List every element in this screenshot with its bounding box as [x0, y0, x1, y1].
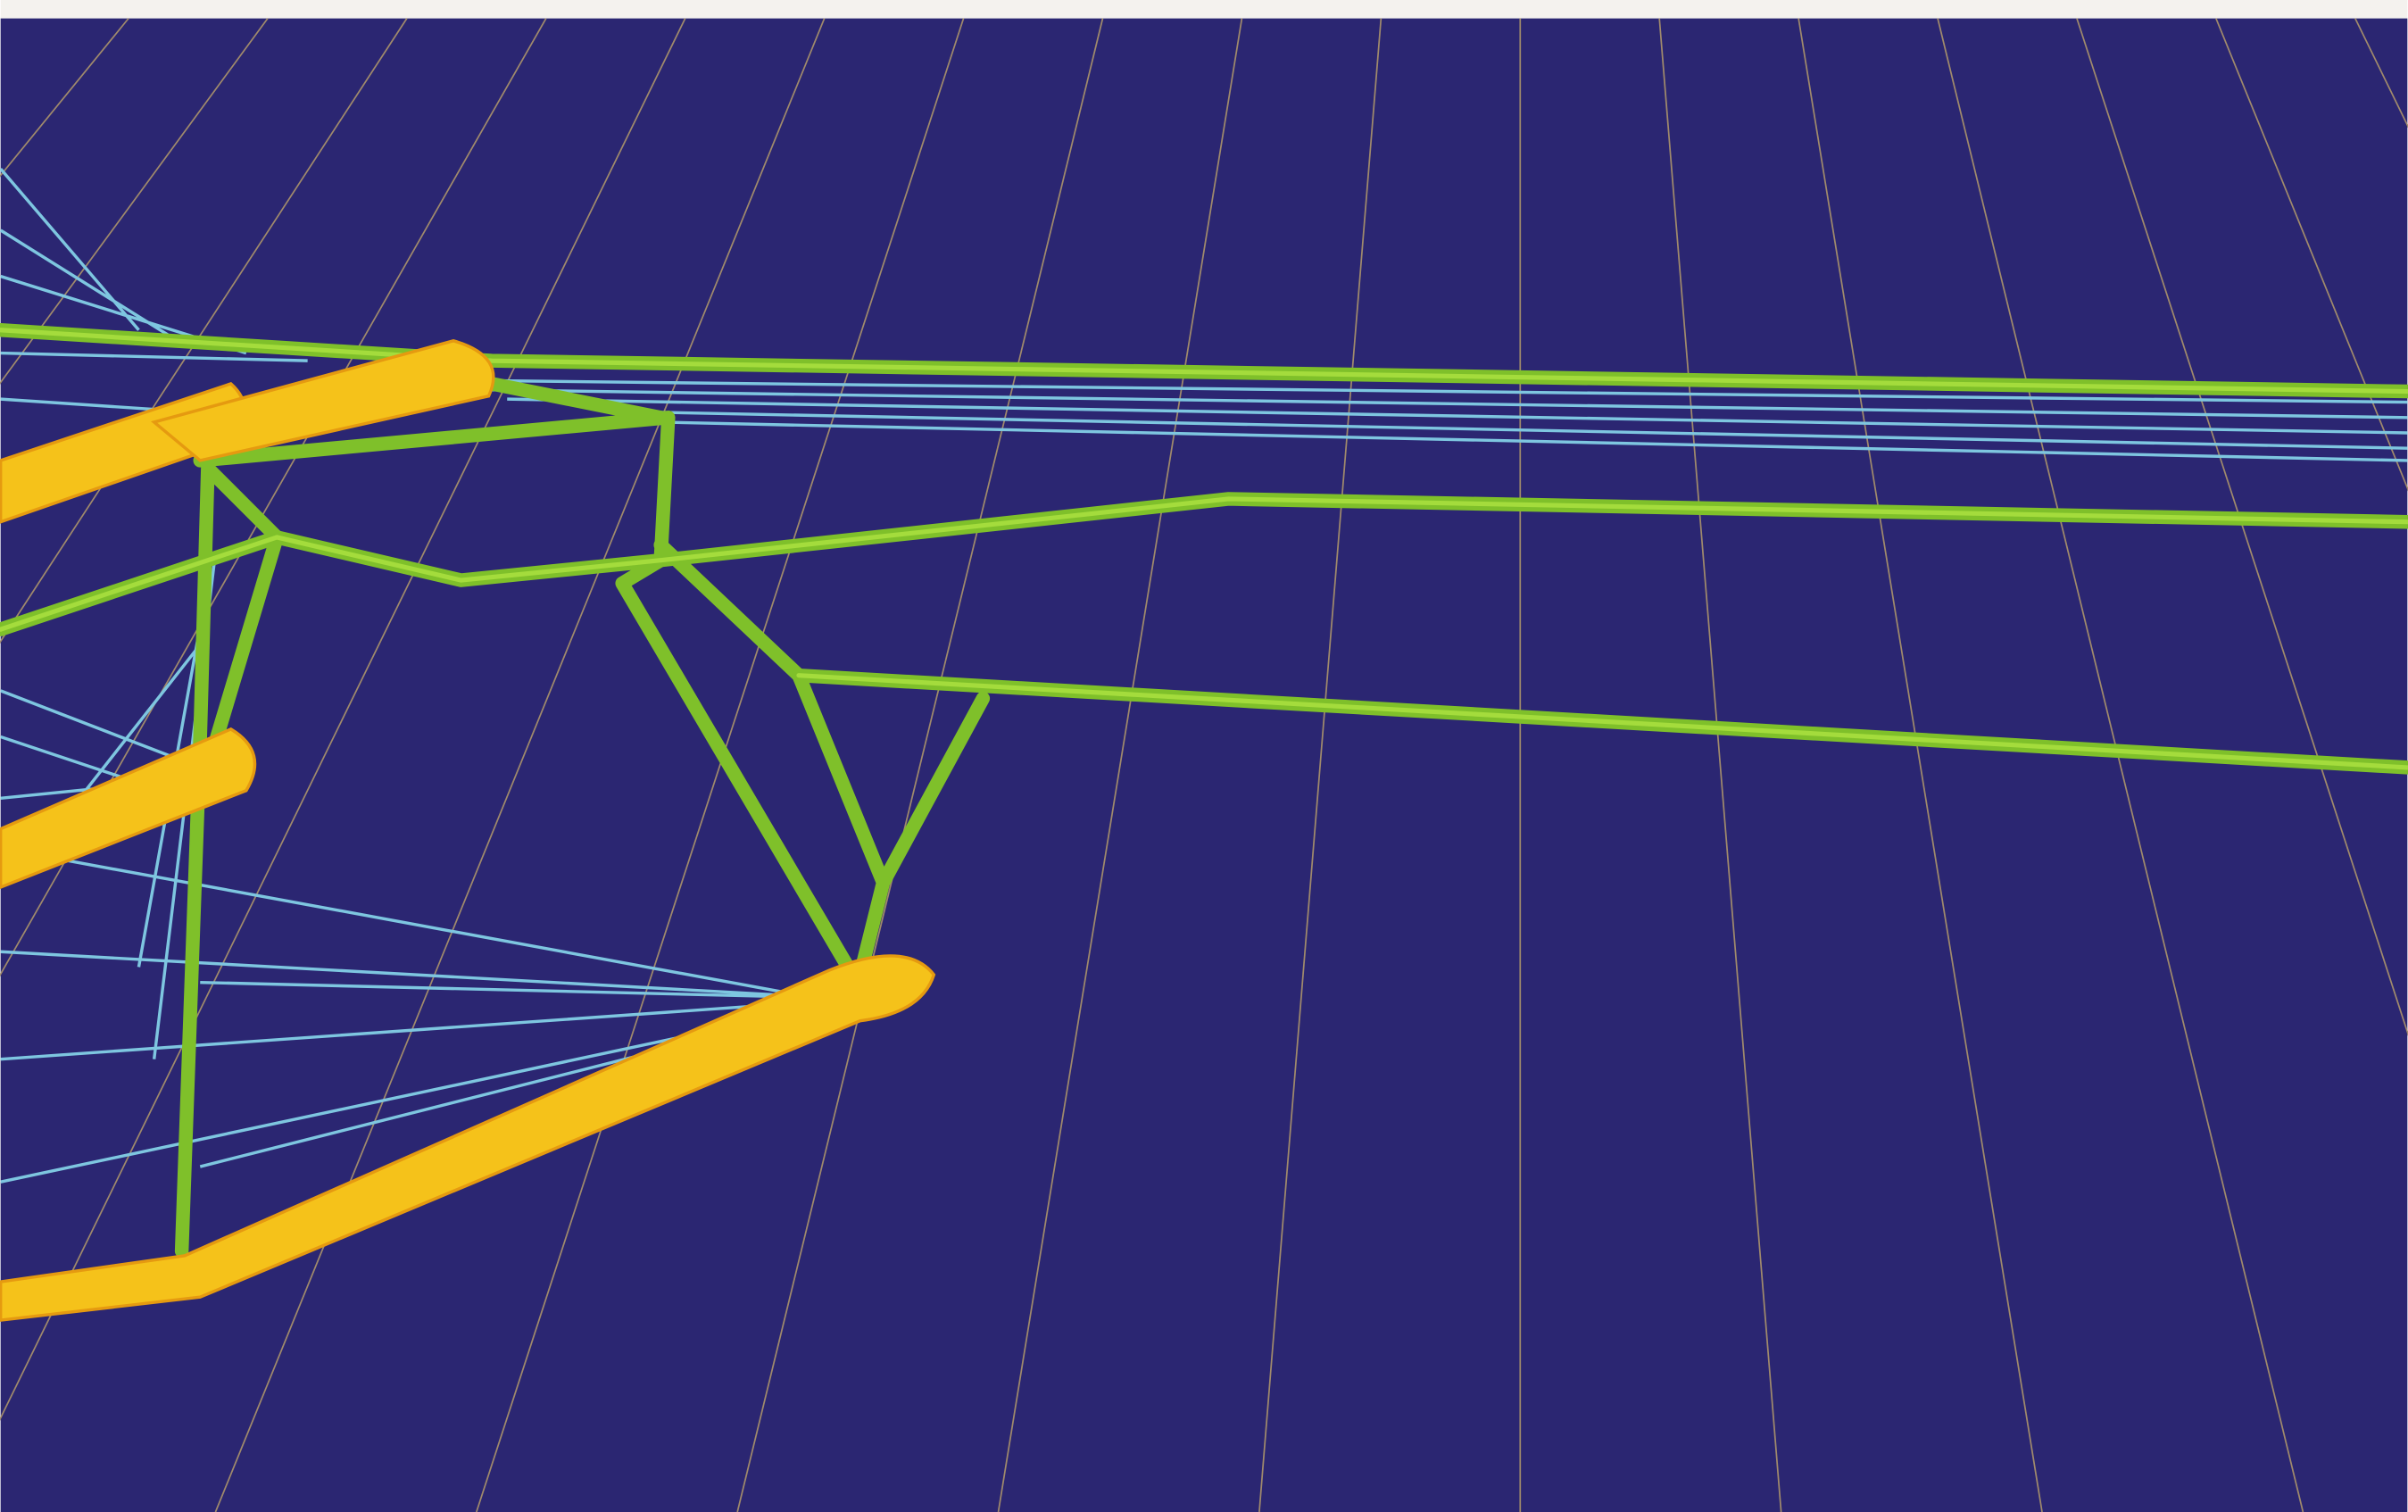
- green-tubes: [0, 323, 2408, 1259]
- grid-line: [736, 18, 1104, 1512]
- grid-line: [214, 18, 826, 1512]
- grid-line: [1937, 18, 2304, 1512]
- grid-line: [2215, 18, 2408, 492]
- floor: [0, 18, 2408, 1512]
- yellow-tubes: [0, 339, 936, 1322]
- grid-line: [0, 18, 547, 977]
- grid-line: [0, 18, 408, 644]
- grid-line: [1258, 18, 1383, 1512]
- grid-line: [0, 18, 686, 1421]
- grid-line: [997, 18, 1243, 1512]
- floor-grid: [0, 18, 2408, 1512]
- grid-line: [475, 18, 965, 1512]
- grid-line: [1798, 18, 2043, 1512]
- grid-line: [1658, 18, 1782, 1512]
